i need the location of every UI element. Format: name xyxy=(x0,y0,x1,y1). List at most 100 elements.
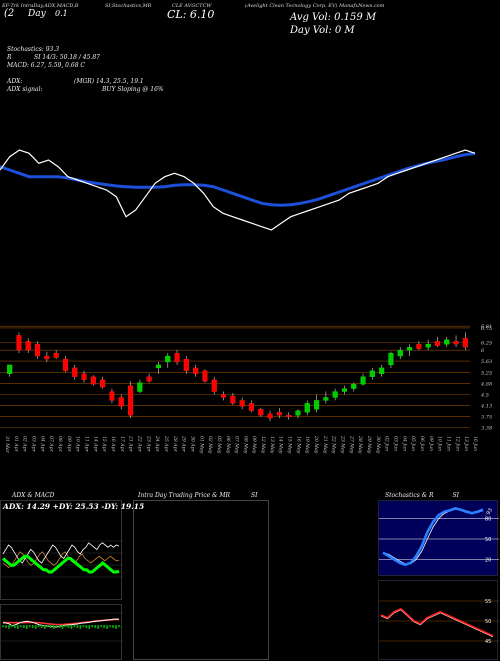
macd-histogram-bar xyxy=(64,625,67,627)
rsi-signal-line xyxy=(380,609,494,638)
adx-values: ADX: 14.29 +DY: 25.53 -DY: 19.15 xyxy=(3,502,145,511)
date-tick-label: 30 May xyxy=(375,436,381,454)
macd-histogram-bar xyxy=(23,625,25,628)
candle-body xyxy=(341,388,347,392)
candle xyxy=(416,341,422,351)
date-tick-label: 09 Apr xyxy=(66,436,72,453)
candle-body xyxy=(304,403,310,413)
candle xyxy=(137,379,143,394)
candle-body xyxy=(7,364,13,374)
candle xyxy=(332,388,338,401)
macd-histogram-bar xyxy=(97,625,99,629)
candle-body xyxy=(220,394,227,398)
candle xyxy=(155,361,162,374)
candle xyxy=(174,350,180,365)
macd-histogram-bar xyxy=(17,625,19,629)
macd-histogram-bar xyxy=(100,625,102,627)
quote-change: 0.1 xyxy=(55,9,68,18)
price-tick-label: 3.38 xyxy=(481,426,492,432)
candle xyxy=(397,347,403,360)
macd-histogram-bar xyxy=(40,625,43,628)
date-tick-label: 08 May xyxy=(242,436,248,454)
candle xyxy=(211,376,217,395)
price-tick-label: 6.75 xyxy=(481,326,492,332)
macd-histogram-bar xyxy=(20,625,22,627)
candle-body xyxy=(90,376,96,385)
macd-histogram-bar xyxy=(76,625,79,628)
date-tick-label: 21 Apr xyxy=(128,435,134,453)
macd-histogram-bar xyxy=(106,625,108,629)
candle-body xyxy=(258,409,264,416)
price-tick-label: 4.5 xyxy=(480,393,489,399)
stochastics-chart: 80 50 20 93 xyxy=(379,507,499,567)
candle xyxy=(62,356,68,373)
macd-histogram-bar xyxy=(11,625,13,627)
price-axis: 6.816.75 6.256 5.63 5.25 4.88 4.5 4.13 3.75 3.38 xyxy=(480,324,492,431)
date-tick-label: 13 Jun xyxy=(463,436,469,451)
candle-body xyxy=(53,352,59,358)
candle xyxy=(230,393,236,405)
candle xyxy=(127,381,134,419)
candle-body xyxy=(444,339,450,345)
header-line1: EF-Trk IntraDay,ADX,MACD,B xyxy=(2,3,79,9)
macd-histogram-bar xyxy=(88,625,91,629)
stoch-tick-label: 20 xyxy=(485,557,491,563)
macd-histogram-bar xyxy=(37,625,40,627)
candle xyxy=(202,369,208,383)
candle xyxy=(258,407,264,417)
candle xyxy=(444,336,450,348)
quote-day: Day xyxy=(28,9,46,19)
date-tick-label: 06 May xyxy=(225,436,231,454)
adx-signal-label: ADX signal: xyxy=(7,86,43,93)
macd-histogram-bar xyxy=(70,625,73,629)
candle xyxy=(72,364,78,380)
stoch-tick-label: 80 xyxy=(485,517,491,523)
candle xyxy=(286,412,292,420)
macd-histogram-bar xyxy=(52,625,55,629)
candle xyxy=(360,373,366,386)
candle-body xyxy=(202,370,208,382)
date-tick-label: 17 Apr xyxy=(119,436,125,453)
date-tick-label: 03 Apr xyxy=(31,436,37,453)
candle xyxy=(304,400,310,416)
macd-readout: MACD: 6.27, 5.59, 0.68 C xyxy=(7,62,86,69)
macd-histogram-bar xyxy=(67,625,70,628)
macd-histogram-bar xyxy=(46,625,49,627)
avg-volume: Avg Vol: 0.159 M xyxy=(290,12,377,23)
candle-body xyxy=(146,376,152,382)
rsi-tick-label: 45 xyxy=(485,639,491,645)
date-tick-label: 30 Apr xyxy=(189,436,195,453)
candle xyxy=(406,344,413,357)
candle xyxy=(25,338,31,354)
candle-body xyxy=(155,364,162,369)
candle xyxy=(323,391,329,404)
buy-signal: BUY Sloping @ 16% xyxy=(102,86,164,93)
date-tick-label: 15 May xyxy=(287,436,293,454)
candle xyxy=(53,350,59,360)
macd-histogram-bar xyxy=(34,625,37,629)
date-tick-label: 09 Jun xyxy=(428,436,434,451)
candle xyxy=(239,397,245,410)
date-tick-label: 29 May xyxy=(366,435,372,454)
candle xyxy=(193,364,199,377)
adx-panel-title: ADX & MACD xyxy=(12,492,55,499)
candle-body xyxy=(44,355,50,360)
macd-histogram-bar xyxy=(109,625,111,627)
day-volume: Day Vol: 0 M xyxy=(290,25,355,36)
macd-histogram-bar xyxy=(43,625,46,629)
date-tick-label: 05 May xyxy=(216,436,222,454)
date-axis: 31 Mar 01 Apr 02 Apr 03 Apr 04 Apr 07 Apr 08 A… xyxy=(4,435,478,454)
macd-histogram-bar xyxy=(25,625,28,629)
date-tick-label: 10 Jun xyxy=(437,436,443,451)
intraday-panel xyxy=(133,500,269,660)
candle-body xyxy=(453,341,459,345)
macd-histogram-bar xyxy=(79,625,82,629)
candle-body xyxy=(397,349,403,357)
candle-body xyxy=(16,335,22,351)
macd-histogram-bar xyxy=(91,625,94,627)
date-tick-label: 03 Jun xyxy=(393,436,399,451)
candle xyxy=(90,375,96,386)
candle xyxy=(453,335,459,348)
candle xyxy=(351,382,357,392)
header-indicators-line: SI,Stochastics,MR xyxy=(105,3,151,9)
